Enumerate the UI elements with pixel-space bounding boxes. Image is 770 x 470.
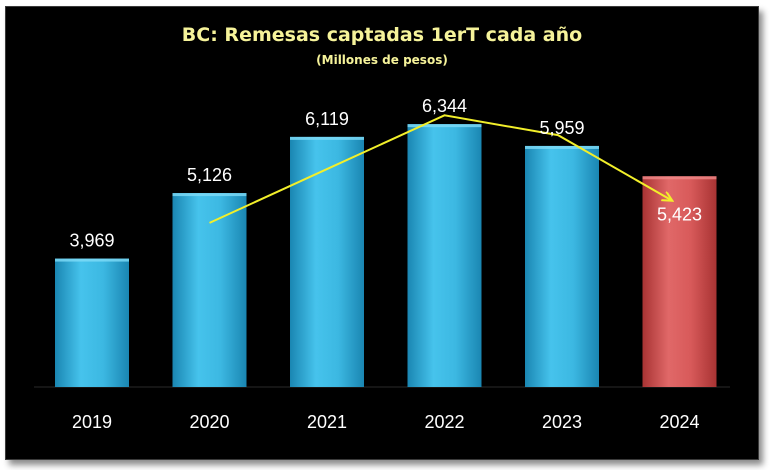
bar-highlight [642, 176, 717, 180]
chart-title: BC: Remesas captadas 1erT cada año [181, 24, 583, 46]
bar-2023 [525, 145, 599, 387]
chart-subtitle: (Millones de pesos) [316, 53, 448, 67]
category-label-2022: 2022 [424, 412, 464, 432]
value-label-2020: 5,126 [187, 165, 232, 185]
value-label-2024: 5,423 [657, 204, 702, 224]
value-label-2022: 6,344 [422, 96, 467, 116]
value-label-2021: 6,119 [305, 109, 349, 129]
bar-highlight [55, 258, 129, 262]
category-label-2024: 2024 [659, 412, 699, 432]
trend-arrow-line [209, 114, 672, 224]
chart-frame: BC: Remesas captadas 1erT cada año (Mill… [5, 6, 759, 460]
value-label-2023: 5,959 [539, 118, 584, 138]
category-label-2023: 2023 [542, 412, 582, 432]
bar-highlight [290, 136, 364, 140]
bar-2022 [407, 124, 482, 387]
bar-2021 [290, 136, 364, 387]
bar-highlight [407, 124, 482, 128]
category-label-2021: 2021 [307, 412, 347, 432]
category-label-2020: 2020 [189, 412, 229, 432]
bar-highlight [172, 193, 247, 197]
bar-2020 [172, 193, 247, 387]
bar-2024 [642, 176, 717, 387]
value-label-2019: 3,969 [69, 231, 114, 251]
bar-highlight [525, 145, 599, 149]
bar-chart: 3,969 2019 5,126 2020 6,119 2021 6,344 2022 5,95… [34, 96, 730, 432]
bar-2019 [55, 258, 129, 387]
category-label-2019: 2019 [72, 412, 112, 432]
